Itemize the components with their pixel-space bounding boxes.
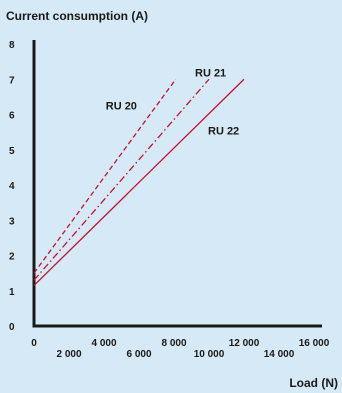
- x-tick-label: 0: [31, 338, 37, 349]
- series-layer: RU 20 RU 21 RU 22: [33, 67, 245, 286]
- x-axis-label: Load (N): [289, 376, 338, 390]
- y-tick-label: 0: [9, 322, 15, 333]
- series-line: [33, 78, 177, 274]
- x-tick-label: 4 000: [91, 338, 116, 349]
- series-line: [33, 78, 210, 281]
- chart-title: Current consumption (A): [6, 9, 148, 23]
- x-tick-label: 6 000: [126, 349, 151, 360]
- x-tick-label: 8 000: [161, 338, 186, 349]
- y-tick-label: 2: [9, 252, 15, 263]
- series-label: RU 20: [106, 100, 137, 112]
- series-line: [33, 78, 245, 286]
- x-tick-label: 16 000: [299, 338, 330, 349]
- y-tick-label: 5: [9, 146, 15, 157]
- y-tick-label: 4: [9, 181, 15, 192]
- series-label: RU 22: [208, 125, 239, 137]
- ticks-layer: 0 1 2 3 4 5 6 7 8 0 2 000 4 000 6 000 8 000 10 000 12 0…: [9, 40, 330, 360]
- x-tick-label: 14 000: [264, 349, 295, 360]
- y-tick-label: 6: [9, 111, 15, 122]
- x-tick-label: 10 000: [194, 349, 225, 360]
- y-tick-label: 1: [9, 287, 15, 298]
- axes: [32, 40, 322, 328]
- x-tick-label: 12 000: [229, 338, 260, 349]
- x-tick-label: 2 000: [56, 349, 81, 360]
- y-tick-label: 3: [9, 216, 15, 227]
- series-label: RU 21: [195, 67, 226, 79]
- y-tick-label: 7: [9, 75, 15, 86]
- y-tick-label: 8: [9, 40, 15, 51]
